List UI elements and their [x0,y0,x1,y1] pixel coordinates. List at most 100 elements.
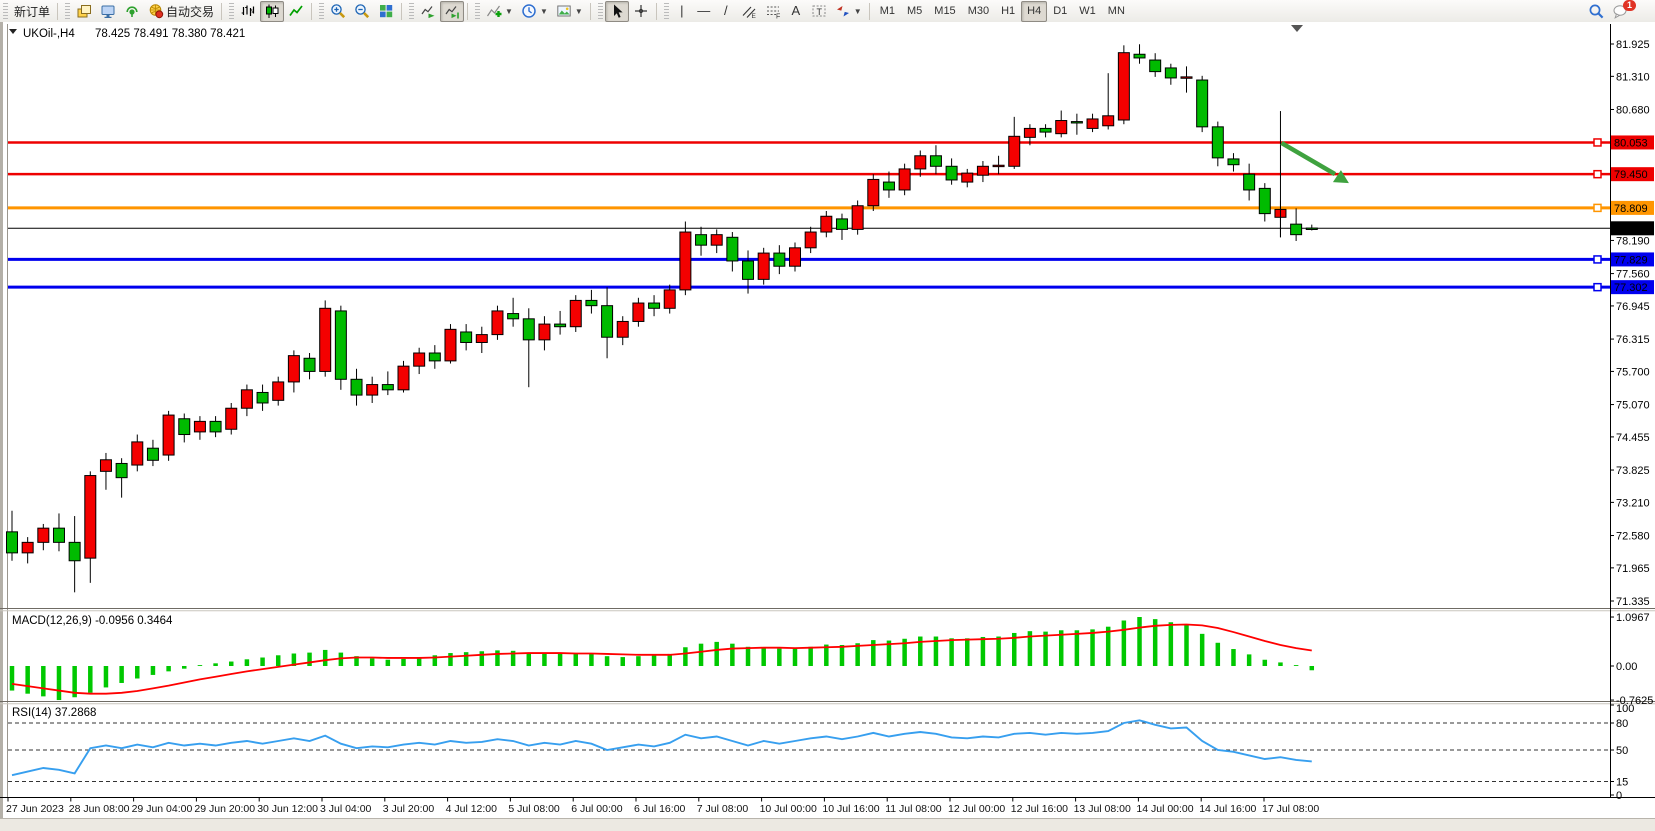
toolbar-drag-handle[interactable] [319,3,325,19]
time-axis-label: 12 Jul 00:00 [948,803,1005,815]
periods-button[interactable]: ▼ [517,1,552,22]
candle-body [1102,115,1115,127]
rsi-line [11,719,1312,777]
candle-body [1086,118,1099,129]
zoom-out-button[interactable] [350,1,374,22]
text-label-icon: T [812,5,826,17]
horizontal-line-button[interactable]: — [693,1,715,22]
tf-h1[interactable]: H1 [995,1,1021,22]
arrows-tool-button[interactable]: ▼ [831,1,866,22]
equidistant-channel-button[interactable]: E [737,1,761,22]
time-axis[interactable]: 27 Jun 2023 28 Jun 08:00 29 Jun 04:00 29 Ju… [6,797,1319,816]
candle-body [1133,53,1146,59]
search-button[interactable] [1584,1,1608,22]
text-button[interactable]: A [785,1,807,22]
text-label-button[interactable]: T [807,1,831,22]
tile-windows-button[interactable] [374,1,398,22]
toolbar-drag-handle[interactable] [229,3,235,19]
candle-body [601,305,614,338]
candlestick-chart-button[interactable] [260,0,285,22]
candle-body [1305,227,1318,230]
svg-text:F: F [776,14,780,20]
auto-scroll-button[interactable] [416,1,440,22]
indicators-button[interactable]: ▼ [482,1,517,22]
autotrading-button[interactable]: 自动交易 [144,1,218,22]
hline-endpoint-marker[interactable] [1593,255,1602,264]
price-axis-label: 72.580 [1616,531,1650,543]
tf-h4[interactable]: H4 [1021,0,1048,22]
tf-w1-label: W1 [1079,5,1096,17]
tf-d1[interactable]: D1 [1047,1,1073,22]
arrow-annotation[interactable] [1280,141,1349,184]
candle-body [99,459,112,472]
macd-pane: 1.0967 0.00 -0.7625 [9,612,1653,707]
oneclick-collapse-icon[interactable] [9,29,17,34]
candle-body [616,320,629,338]
svg-text:T: T [816,7,822,17]
candle-body [334,310,347,380]
vertical-line-button[interactable]: | [671,1,693,22]
toolbar-drag-handle[interactable] [475,3,481,19]
fibonacci-button[interactable]: F [761,1,785,22]
zoom-in-button[interactable] [326,1,350,22]
dropdown-caret-icon[interactable]: ▼ [539,6,548,16]
candle-body [68,541,81,562]
hline-endpoint-marker[interactable] [1593,138,1602,147]
candle-body [287,355,300,383]
trendline-button[interactable]: / [715,1,737,22]
hline-endpoint-marker[interactable] [1593,169,1602,179]
cursor-icon [613,4,623,18]
chart-shift-button[interactable] [440,0,465,22]
candle-body [914,155,927,170]
toolbar-drag-handle[interactable] [663,3,669,19]
signal-icon [126,6,138,17]
hline-endpoint-marker[interactable] [1593,203,1602,213]
candle-body [413,352,426,367]
candle-body [1258,187,1271,215]
templates-button[interactable]: ▼ [552,1,587,22]
dropdown-caret-icon[interactable]: ▼ [574,6,583,16]
toolbar-drag-handle[interactable] [409,3,415,19]
candle-body [444,328,457,362]
dropdown-caret-icon[interactable]: ▼ [853,6,862,16]
candle-body [460,331,473,343]
tf-h1-label: H1 [1001,5,1016,17]
candle-body [522,318,535,341]
line-chart-button[interactable] [284,1,308,22]
candle-body [1055,120,1068,135]
toolbar-drag-handle[interactable] [65,3,71,19]
tile-windows-icon [380,5,393,18]
tf-m30[interactable]: M30 [962,1,995,22]
data-signal-button[interactable] [120,1,144,22]
chart-line-icon [289,5,303,16]
terminal-button[interactable] [96,1,120,22]
crosshair-button[interactable] [629,1,653,22]
tf-m1[interactable]: M1 [874,1,901,22]
tf-w1[interactable]: W1 [1073,1,1102,22]
tf-mn[interactable]: MN [1102,1,1131,22]
charts-stack-button[interactable] [72,1,96,22]
chart-shift-marker[interactable] [1291,25,1303,32]
price-badge-77.302: 77.302 [1611,280,1654,295]
time-axis-label: 3 Jul 20:00 [383,803,435,815]
price-axis-label: 71.965 [1616,563,1650,575]
chart-window: 81.925 81.310 80.680 78.190 77.560 76.945 76.3… [0,22,1655,823]
new-order-button[interactable]: 新订单 [10,1,54,22]
candle-body [663,289,676,309]
auto-scroll-icon [421,6,435,19]
window-bottom-strip [0,818,1655,831]
toolbar-drag-handle[interactable] [597,3,603,19]
tf-m15[interactable]: M15 [928,1,961,22]
dropdown-caret-icon[interactable]: ▼ [505,6,513,16]
notifications-button[interactable]: 1 [1608,0,1647,22]
tf-m5[interactable]: M5 [901,1,928,22]
toolbar-separator [467,2,469,20]
cursor-button[interactable] [604,0,629,22]
rsi-scale-label: 15 [1616,777,1628,789]
hline-endpoint-marker[interactable] [1593,282,1602,292]
chart-canvas[interactable]: 81.925 81.310 80.680 78.190 77.560 76.945 76.3… [0,22,1655,818]
candle-body [679,231,692,291]
toolbar-drag-handle[interactable] [3,3,8,19]
bar-chart-button[interactable] [236,1,260,22]
